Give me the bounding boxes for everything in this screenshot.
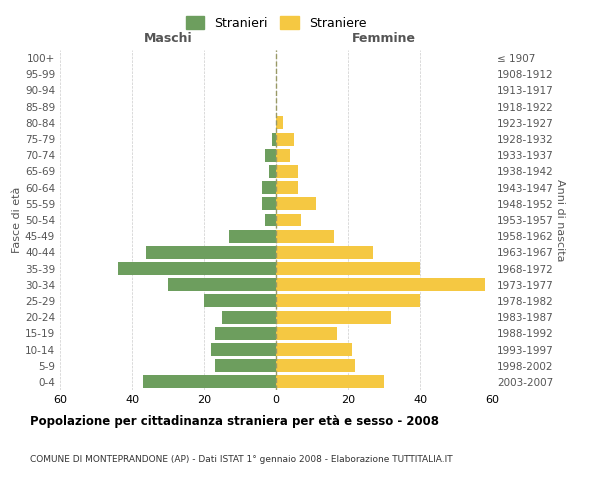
Text: Maschi: Maschi [143, 32, 193, 45]
Bar [276, 181, 298, 194]
Bar [276, 165, 298, 178]
Bar [276, 310, 391, 324]
Bar [276, 132, 294, 145]
Bar [276, 343, 352, 356]
Bar [211, 343, 276, 356]
Legend: Stranieri, Straniere: Stranieri, Straniere [181, 11, 371, 35]
Bar [276, 149, 290, 162]
Bar [276, 294, 420, 308]
Bar [262, 181, 276, 194]
Y-axis label: Anni di nascita: Anni di nascita [555, 179, 565, 261]
Text: Femmine: Femmine [352, 32, 416, 45]
Bar [118, 262, 276, 275]
Bar [276, 359, 355, 372]
Bar [215, 327, 276, 340]
Bar [222, 310, 276, 324]
Bar [276, 230, 334, 242]
Bar [276, 116, 283, 130]
Bar [265, 149, 276, 162]
Bar [276, 198, 316, 210]
Bar [272, 132, 276, 145]
Bar [276, 214, 301, 226]
Bar [276, 327, 337, 340]
Bar [276, 278, 485, 291]
Bar [276, 262, 420, 275]
Bar [276, 376, 384, 388]
Bar [215, 359, 276, 372]
Text: Popolazione per cittadinanza straniera per età e sesso - 2008: Popolazione per cittadinanza straniera p… [30, 415, 439, 428]
Bar [276, 246, 373, 259]
Bar [265, 214, 276, 226]
Text: COMUNE DI MONTEPRANDONE (AP) - Dati ISTAT 1° gennaio 2008 - Elaborazione TUTTITA: COMUNE DI MONTEPRANDONE (AP) - Dati ISTA… [30, 455, 452, 464]
Bar [262, 198, 276, 210]
Bar [269, 165, 276, 178]
Bar [146, 246, 276, 259]
Bar [168, 278, 276, 291]
Y-axis label: Fasce di età: Fasce di età [12, 187, 22, 253]
Bar [204, 294, 276, 308]
Bar [143, 376, 276, 388]
Bar [229, 230, 276, 242]
